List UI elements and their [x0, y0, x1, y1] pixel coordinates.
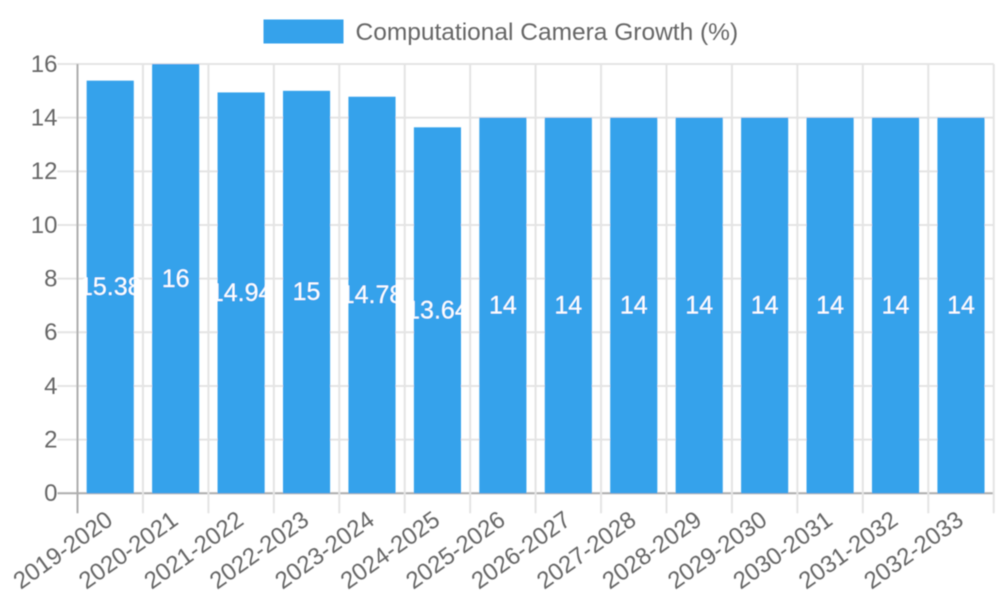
svg-text:14.78: 14.78 [341, 281, 404, 309]
svg-text:14: 14 [751, 292, 779, 320]
svg-text:14: 14 [947, 292, 975, 320]
svg-text:4: 4 [44, 373, 57, 400]
svg-text:15: 15 [293, 278, 321, 306]
svg-text:12: 12 [31, 158, 58, 185]
svg-text:14: 14 [554, 292, 582, 320]
svg-text:10: 10 [31, 212, 58, 239]
svg-text:13.64: 13.64 [406, 296, 469, 324]
svg-text:16: 16 [31, 51, 58, 78]
svg-text:8: 8 [44, 266, 57, 293]
svg-text:14: 14 [685, 292, 713, 320]
svg-text:14: 14 [489, 292, 517, 320]
svg-text:14: 14 [816, 292, 844, 320]
svg-text:16: 16 [162, 265, 190, 293]
svg-text:15.38: 15.38 [79, 273, 142, 301]
svg-text:14.94: 14.94 [210, 279, 273, 307]
svg-text:14: 14 [882, 292, 910, 320]
svg-text:Computational Camera Growth (%: Computational Camera Growth (%) [356, 19, 739, 46]
svg-text:6: 6 [44, 319, 57, 346]
svg-text:2: 2 [44, 427, 57, 454]
svg-text:14: 14 [620, 292, 648, 320]
svg-text:0: 0 [44, 480, 57, 507]
svg-text:14: 14 [31, 105, 58, 132]
